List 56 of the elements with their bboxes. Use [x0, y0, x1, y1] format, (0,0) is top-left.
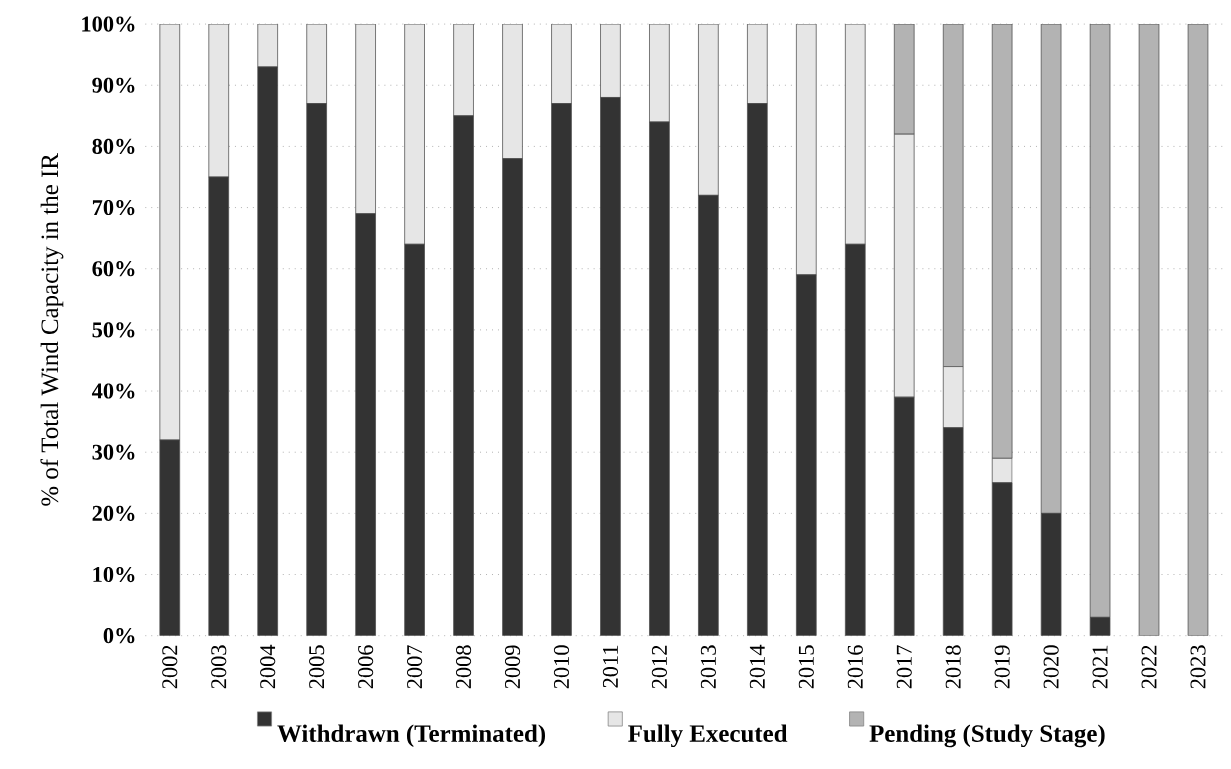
bar	[404, 243, 425, 636]
x-tick-label: 2013	[700, 645, 716, 689]
x-tick-label: 2015	[798, 645, 814, 689]
x-tick-label: 2009	[504, 645, 521, 689]
x-tick-label: 2002	[162, 645, 178, 689]
bar	[991, 482, 1013, 636]
y-tick-label: 50%	[92, 322, 135, 338]
y-tick-label: 40%	[91, 383, 135, 399]
x-tick-label: 2023	[1190, 645, 1206, 689]
bar	[747, 103, 768, 636]
bar	[844, 243, 866, 636]
y-tick-label: 10%	[93, 566, 135, 583]
x-tick-label: 2005	[309, 645, 325, 689]
bar	[257, 66, 278, 636]
x-tick-label: 2008	[455, 645, 472, 689]
x-tick-label: 2006	[358, 645, 374, 689]
bar	[1040, 513, 1062, 636]
bar	[698, 194, 719, 636]
x-tick-label: 2011	[602, 645, 619, 688]
x-tick-label: 2022	[1141, 645, 1157, 689]
y-tick-label: 100%	[82, 16, 135, 32]
bar	[502, 158, 523, 636]
bar	[306, 103, 327, 636]
x-tick-label: 2003	[211, 645, 227, 689]
x-tick-label: 2004	[260, 644, 276, 689]
y-tick-label: 0%	[103, 628, 135, 644]
bar	[453, 115, 474, 636]
x-tick-label: 2016	[847, 645, 863, 689]
y-tick-label: 70%	[92, 199, 135, 216]
x-tick-label: 2017	[896, 645, 912, 689]
legend-label: Withdrawn (Terminated)	[277, 724, 546, 748]
bar	[893, 396, 915, 636]
x-tick-label: 2019	[994, 645, 1010, 689]
x-tick-label: 2014	[749, 644, 765, 689]
x-tick-label: 2007	[407, 645, 423, 689]
bar	[208, 176, 230, 636]
y-tick-label: 80%	[92, 138, 135, 155]
legend-label: Pending (Study Stage)	[869, 724, 1105, 748]
x-tick-label: 2021	[1092, 645, 1108, 689]
x-tick-label: 2020	[1043, 645, 1059, 689]
y-tick-label: 60%	[92, 261, 135, 277]
bar	[551, 103, 572, 636]
x-tick-label: 2018	[945, 645, 961, 689]
bar	[649, 121, 670, 636]
bar	[159, 439, 181, 636]
y-tick-label: 20%	[92, 505, 135, 522]
x-tick-label: 2012	[651, 645, 667, 689]
y-axis-title: % of Total Wind Capacity in the IR	[40, 153, 64, 506]
y-tick-label: 30%	[92, 444, 135, 460]
bar	[600, 97, 621, 636]
y-tick-label: 90%	[92, 77, 135, 93]
bar	[796, 274, 817, 636]
legend-label: Fully Executed	[628, 724, 788, 748]
bar	[355, 213, 376, 636]
x-tick-label: 2010	[553, 645, 570, 689]
bar	[942, 427, 964, 636]
